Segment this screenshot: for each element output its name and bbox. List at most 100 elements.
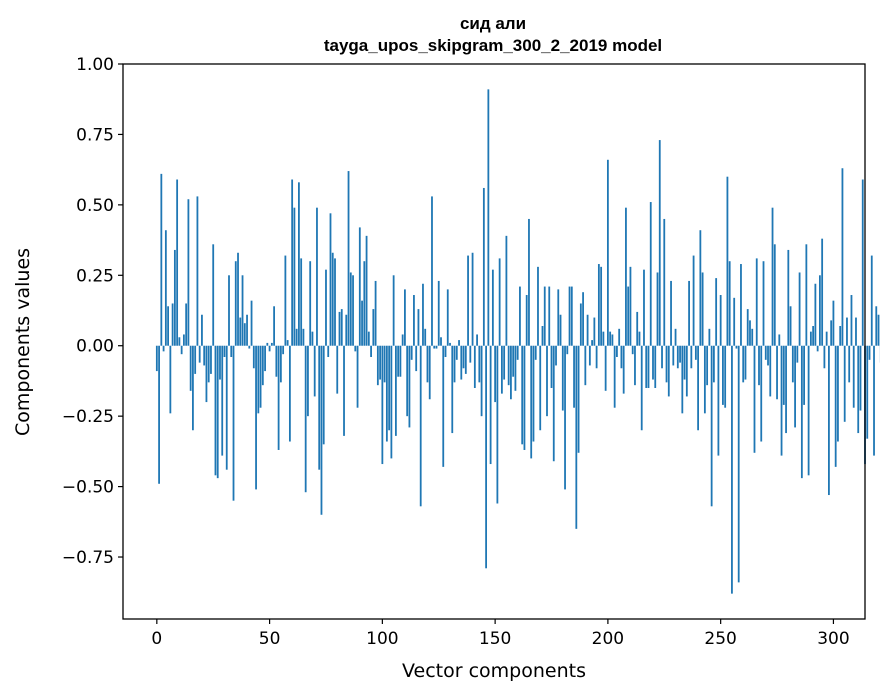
bar-109: [401, 334, 404, 346]
bar-310: [855, 317, 857, 346]
bar-74: [322, 345, 325, 445]
bar-25: [212, 244, 215, 346]
bar-45: [257, 345, 260, 414]
bar-41: [248, 345, 251, 349]
bar-232: [679, 345, 681, 363]
bar-180: [561, 345, 564, 411]
bar-106: [394, 345, 397, 436]
bar-142: [476, 334, 478, 346]
bar-42: [250, 300, 253, 346]
bar-235: [685, 345, 688, 397]
bar-144: [480, 345, 483, 417]
y-tick-label-7: −0.75: [62, 548, 114, 568]
x-tick-label-300: 300: [817, 629, 849, 649]
bar-60: [291, 179, 294, 346]
bar-173: [546, 345, 548, 417]
bar-66: [304, 345, 307, 493]
bar-125: [437, 280, 440, 346]
y-tick-label-0: 1.00: [76, 55, 114, 75]
bar-269: [762, 261, 765, 346]
bar-202: [611, 334, 614, 346]
bar-278: [782, 345, 785, 405]
bar-43: [252, 345, 255, 369]
bar-51: [270, 342, 273, 346]
bar-299: [830, 320, 833, 346]
bar-103: [388, 345, 391, 431]
x-tick-label-0: 0: [151, 629, 162, 649]
bar-145: [482, 187, 485, 346]
bar-255: [731, 345, 733, 594]
bar-193: [591, 340, 593, 346]
bar-187: [577, 345, 580, 453]
bar-225: [663, 218, 666, 346]
bar-132: [453, 345, 456, 383]
bar-93: [365, 235, 368, 346]
bar-170: [539, 345, 542, 431]
bar-217: [645, 345, 648, 388]
bar-254: [728, 261, 731, 346]
bar-222: [656, 272, 659, 346]
bar-8: [173, 249, 176, 346]
bar-270: [764, 345, 767, 360]
bar-35: [234, 261, 237, 346]
bar-114: [413, 295, 415, 346]
bar-111: [406, 345, 409, 417]
bar-121: [428, 345, 431, 400]
bar-276: [778, 334, 781, 346]
bar-244: [706, 345, 709, 386]
bar-206: [620, 345, 623, 369]
bar-139: [469, 345, 472, 363]
bar-72: [318, 345, 321, 470]
bar-226: [665, 345, 668, 383]
bar-32: [228, 275, 230, 346]
bar-203: [613, 345, 616, 408]
bar-297: [825, 331, 828, 346]
bar-159: [514, 345, 517, 391]
bar-247: [712, 345, 715, 383]
bar-24: [210, 345, 212, 374]
x-tick-label-250: 250: [704, 629, 736, 649]
bar-301: [834, 345, 837, 467]
bar-91: [361, 300, 363, 346]
bar-259: [740, 264, 742, 346]
bar-257: [735, 345, 738, 349]
bar-196: [597, 264, 600, 346]
bar-240: [697, 345, 699, 431]
bar-153: [500, 345, 503, 394]
bar-69: [311, 331, 314, 346]
bar-316: [868, 345, 871, 360]
bar-107: [397, 345, 400, 377]
bar-115: [415, 345, 418, 372]
bar-262: [746, 309, 749, 346]
bar-134: [458, 340, 460, 346]
bar-291: [812, 326, 815, 346]
bar-30: [223, 345, 226, 357]
bar-85: [347, 171, 350, 346]
bar-99: [379, 345, 381, 380]
y-tick-label-3: 0.25: [76, 266, 114, 286]
bar-68: [309, 261, 312, 346]
bar-100: [381, 345, 384, 465]
bar-146: [485, 345, 487, 569]
bar-158: [512, 345, 515, 377]
bar-13: [185, 303, 188, 346]
bar-215: [640, 345, 643, 431]
bar-279: [785, 345, 787, 434]
bar-189: [582, 292, 584, 346]
plot-frame: [122, 63, 866, 620]
bar-295: [821, 238, 824, 346]
bar-169: [537, 266, 539, 346]
bar-65: [302, 328, 305, 346]
bar-56: [282, 345, 285, 355]
bar-160: [516, 345, 519, 360]
bar-219: [649, 202, 652, 346]
bar-series: [155, 89, 880, 594]
bar-44: [255, 345, 257, 490]
bar-195: [595, 345, 598, 369]
bar-188: [579, 303, 582, 346]
bar-266: [755, 258, 758, 346]
bar-46: [259, 345, 262, 408]
bar-166: [530, 345, 533, 459]
bar-78: [331, 252, 334, 346]
